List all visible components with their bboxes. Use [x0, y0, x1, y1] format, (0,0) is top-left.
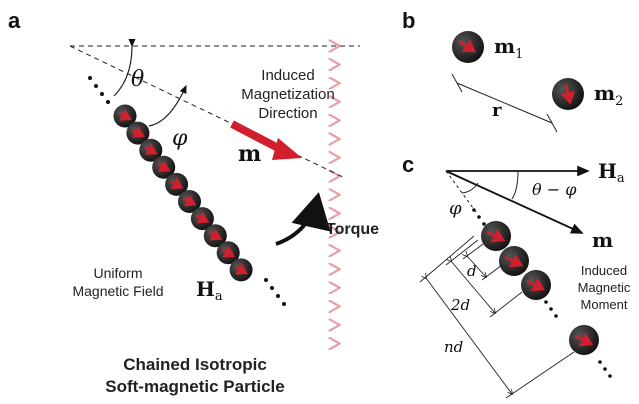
uniform-field-line2: Magnetic Field: [72, 283, 163, 299]
panel-c: c Ha m θ − φ φ Induced Magnetic: [402, 152, 631, 399]
particle: [165, 172, 189, 196]
phi-label: φ: [172, 126, 188, 151]
particle-moment-arrow: [486, 228, 506, 243]
induced-magnetization-line3: Direction: [258, 105, 317, 122]
torque-label: Torque: [326, 221, 379, 238]
d-label: d: [467, 262, 477, 280]
particle-moment-arrow: [118, 108, 132, 121]
particle: [190, 207, 214, 231]
particle: [139, 138, 163, 162]
induced-magnetization-line1: Induced: [261, 67, 314, 84]
particle-moment-arrow: [131, 126, 145, 138]
caption-line2: Soft-magnetic Particle: [105, 377, 285, 396]
particle-m2: [552, 78, 584, 110]
panel-a-label: a: [8, 8, 21, 33]
m-moment-arrow: [445, 170, 584, 234]
particle: [481, 221, 511, 251]
particle-moment-arrow: [221, 245, 236, 258]
particle: [499, 246, 529, 276]
particle: [113, 104, 137, 128]
induced-moment-line2: Magnetic: [578, 280, 631, 295]
panel-c-label: c: [402, 152, 414, 177]
theta-minus-phi-arc: [511, 170, 519, 200]
theta-arc: [113, 38, 136, 97]
particle: [126, 121, 150, 145]
phi-arc-c: [461, 182, 479, 194]
particle: [569, 325, 599, 355]
uniform-field-lines: [40, 46, 338, 344]
h-field-label-c: Ha: [598, 159, 625, 186]
induced-moment-line1: Induced: [581, 263, 627, 278]
particle-moment-arrow: [195, 211, 210, 224]
particle-chain-c: [481, 221, 599, 355]
m1-label: m1: [494, 34, 523, 62]
torque-arrow: [275, 192, 331, 246]
induced-moment-line3: Moment: [581, 297, 628, 312]
particle: [203, 224, 227, 248]
induced-magnetization-line2: Magnetization: [241, 86, 334, 103]
particle-moment-arrow: [574, 332, 594, 347]
particle-m1: [452, 31, 484, 63]
m2-label: m2: [594, 81, 623, 109]
theta-minus-phi-label: θ − φ: [532, 180, 577, 199]
chain-trailing-dots: [264, 278, 286, 306]
chain-axis-dashed: [445, 170, 477, 213]
particle: [178, 190, 201, 213]
r-dimension: [451, 73, 558, 133]
particle-moment-arrow: [526, 277, 546, 292]
phi-label-c: φ: [449, 198, 462, 219]
chain-dots-c: [472, 208, 612, 378]
r-label: r: [492, 100, 502, 121]
h-field-label: Ha: [196, 277, 223, 304]
chain-leading-dots: [88, 76, 110, 104]
panel-b: b m1 m2 r: [402, 8, 623, 133]
m-vector-label: m: [238, 141, 261, 167]
particle-moment-arrow: [182, 194, 197, 207]
particle-moment-arrow: [144, 143, 158, 155]
particle: [521, 270, 551, 300]
particle: [152, 155, 176, 179]
particle-moment-arrow: [170, 177, 184, 189]
theta-label: θ: [131, 67, 144, 92]
magnetization-arrow-head: [272, 138, 302, 160]
particle-chain: [113, 104, 253, 282]
particle: [229, 258, 253, 282]
magnetization-arrow-shaft: [230, 120, 284, 154]
dimension-nd: [419, 235, 575, 399]
panel-b-label: b: [402, 8, 415, 33]
particle-moment-arrow: [157, 160, 171, 172]
nd-label: nd: [444, 338, 463, 356]
panel-a: a θ φ m Induced Magne: [8, 8, 379, 396]
particle-moment-arrow: [234, 262, 249, 275]
2d-label: 2d: [450, 296, 470, 314]
particle-moment-arrow: [208, 228, 223, 241]
particle: [216, 241, 240, 265]
caption-line1: Chained Isotropic: [123, 355, 267, 374]
particle-moment-arrow: [504, 253, 524, 268]
uniform-field-line1: Uniform: [93, 265, 142, 281]
m-moment-label: m: [592, 228, 613, 252]
phi-arc: [148, 84, 187, 127]
